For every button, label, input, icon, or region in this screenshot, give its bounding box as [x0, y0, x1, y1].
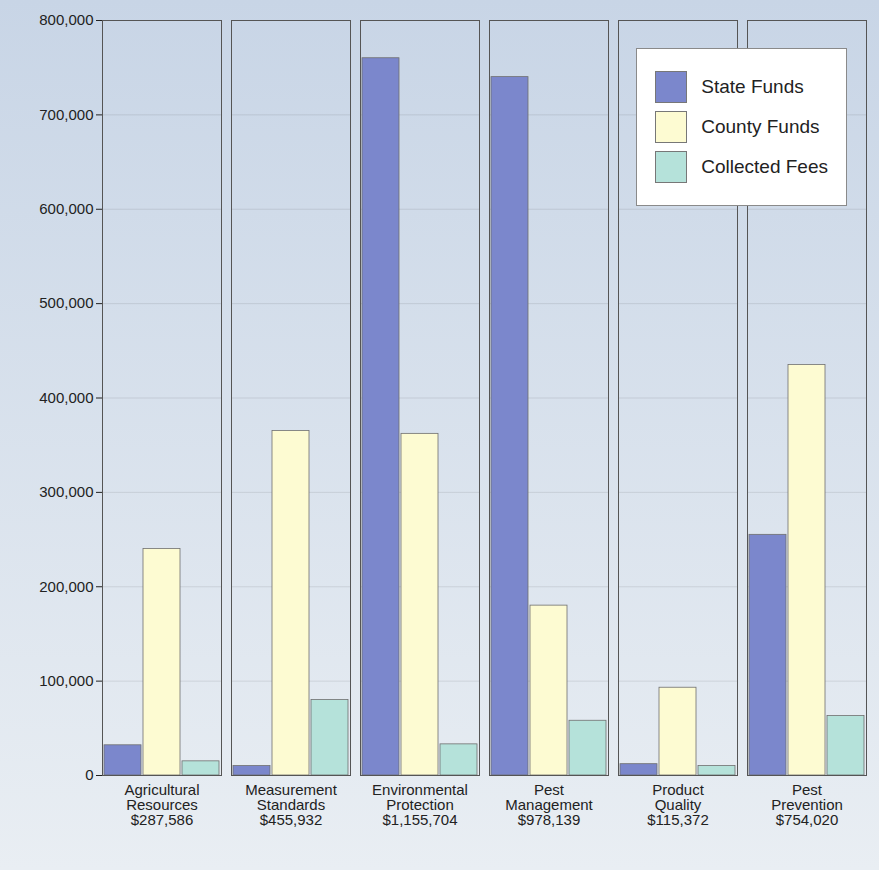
svg-text:PestManagement$978,139: PestManagement$978,139	[505, 781, 593, 828]
svg-text:ProductQuality$115,372: ProductQuality$115,372	[647, 781, 708, 828]
svg-text:MeasurementStandards$455,932: MeasurementStandards$455,932	[245, 781, 338, 828]
html-text:Collected Fees: Collected Fees	[701, 156, 828, 177]
svg-text:300,000: 300,000	[39, 483, 93, 500]
svg-text:200,000: 200,000	[39, 578, 93, 595]
svg-text:400,000: 400,000	[39, 389, 93, 406]
svg-text:PestPrevention$754,020: PestPrevention$754,020	[771, 781, 843, 828]
html-text:State Funds: State Funds	[701, 76, 804, 97]
svg-text:100,000: 100,000	[39, 672, 93, 689]
svg-text:0: 0	[85, 766, 93, 783]
svg-text:500,000: 500,000	[39, 294, 93, 311]
svg-text:EnvironmentalProtection$1,155,: EnvironmentalProtection$1,155,704	[372, 781, 468, 828]
html-text:County Funds: County Funds	[701, 116, 820, 137]
svg-text:600,000: 600,000	[39, 200, 93, 217]
svg-text:700,000: 700,000	[39, 106, 93, 123]
svg-text:800,000: 800,000	[39, 11, 93, 28]
svg-text:AgriculturalResources$287,586: AgriculturalResources$287,586	[124, 781, 199, 828]
